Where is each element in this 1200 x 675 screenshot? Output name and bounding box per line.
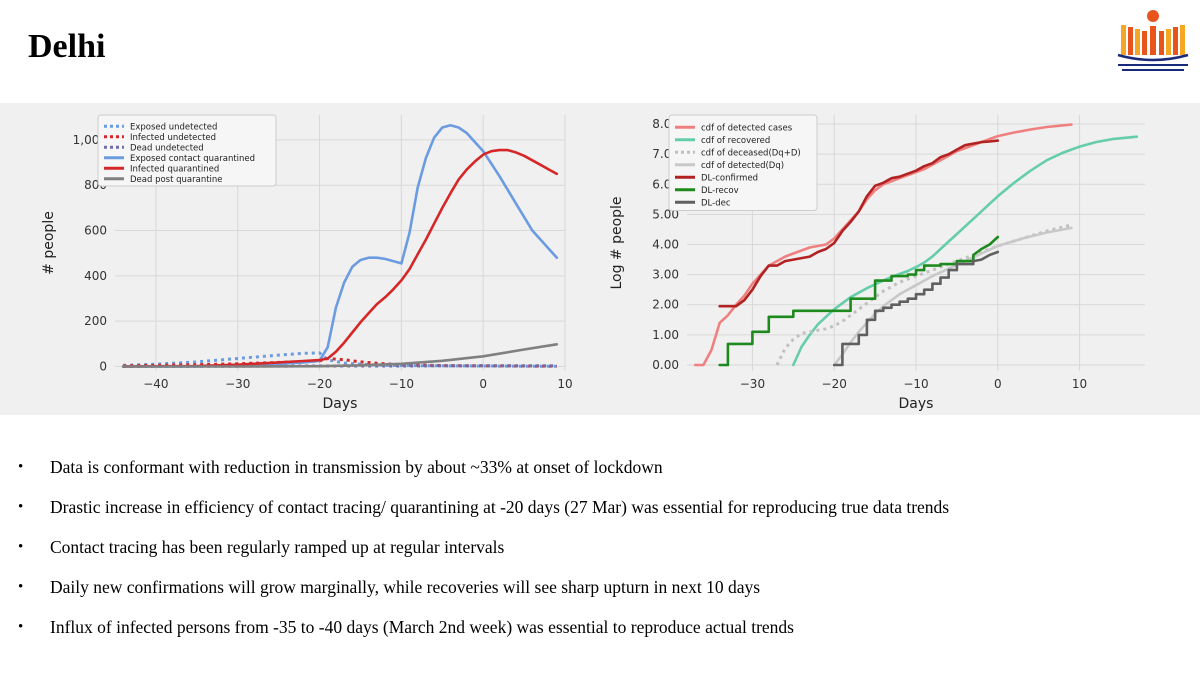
iit-hyderabad-logo	[1117, 10, 1189, 71]
logo-caption-line	[1122, 69, 1184, 71]
series-line	[123, 364, 557, 368]
legend-label: DL-dec	[701, 198, 731, 208]
bullet-text: Influx of infected persons from -35 to -…	[50, 617, 794, 637]
bullet-text: Contact tracing has been regularly rampe…	[50, 537, 505, 557]
bullet-dot: •	[18, 539, 24, 555]
bullet-text: Daily new confirmations will grow margin…	[50, 577, 761, 597]
model-compartments-chart: −40 −30 −20 −10 0 10 0 200 400 600 800 1,000 Days # p…	[40, 103, 580, 415]
logo-bar	[1159, 31, 1164, 55]
logo-bar	[1180, 25, 1185, 55]
legend-label: cdf of recovered	[701, 136, 770, 146]
x-tick-label: −10	[389, 377, 414, 391]
bullet-item: • Daily new confirmations will grow margi…	[18, 567, 949, 607]
y-tick-label: 0.00	[652, 358, 679, 372]
chart-area: −40 −30 −20 −10 0 10 0 200 400 600 800 1,000 Days # p…	[0, 103, 1200, 415]
legend-label: Dead undetected	[130, 143, 204, 153]
series-line	[775, 223, 1072, 366]
logo-bar	[1135, 29, 1140, 55]
series-line	[718, 235, 1000, 367]
bullet-dot: •	[18, 579, 24, 595]
bullet-dot: •	[18, 619, 24, 635]
bullet-dot: •	[18, 459, 24, 475]
bullet-item: • Contact tracing has been regularly ramp…	[18, 527, 949, 567]
y-axis-label: # people	[41, 211, 57, 275]
logo-bar	[1128, 27, 1133, 55]
legend-label: Exposed undetected	[130, 122, 217, 132]
legend-label: Infected quarantined	[130, 164, 219, 174]
slide-title: Delhi	[28, 28, 106, 65]
legend-label: Exposed contact quarantined	[130, 154, 255, 164]
bullet-list: • Data is conformant with reduction in tr…	[18, 447, 949, 647]
x-tick-label: 0	[994, 377, 1002, 391]
x-tick-label: −20	[307, 377, 332, 391]
legend-label: cdf of detected cases	[701, 123, 793, 133]
logo-head	[1147, 10, 1159, 22]
bullet-text: Drastic increase in efficiency of contac…	[50, 497, 950, 517]
logo-bar	[1166, 29, 1171, 55]
y-tick-label: 1.00	[652, 328, 679, 342]
y-axis-label: Log # people	[609, 196, 625, 289]
y-tick-label: 600	[84, 224, 107, 238]
legend-label: DL-confirmed	[701, 173, 758, 183]
series-line	[718, 139, 1000, 308]
x-tick-label: −20	[822, 377, 847, 391]
logo-bar	[1173, 27, 1178, 55]
bullet-text: Data is conformant with reduction in tra…	[50, 457, 663, 477]
logo-bar	[1150, 26, 1156, 55]
series-line	[832, 226, 1073, 367]
series-line	[121, 148, 559, 368]
legend-label: cdf of deceased(Dq+D)	[701, 148, 801, 158]
logo-bar	[1142, 31, 1147, 55]
legend-label: cdf of detected(Dq)	[701, 161, 784, 171]
bullet-item: • Drastic increase in efficiency of conta…	[18, 487, 949, 527]
legend-label: DL-recov	[701, 186, 739, 196]
series-line	[792, 135, 1139, 367]
x-tick-label: −10	[903, 377, 928, 391]
y-tick-label: 0	[99, 359, 107, 373]
legend-label: Infected undetected	[130, 133, 216, 143]
legend-box	[668, 114, 818, 211]
x-tick-label: 10	[557, 377, 572, 391]
series-line	[832, 250, 1000, 367]
logo-bar	[1121, 25, 1126, 55]
logo-arc	[1117, 53, 1189, 62]
x-axis-label: Days	[899, 396, 934, 412]
bullet-item: • Influx of infected persons from -35 to …	[18, 607, 949, 647]
y-tick-label: 4.00	[652, 238, 679, 252]
legend-label: Dead post quarantine	[130, 175, 223, 185]
y-tick-label: 2.00	[652, 298, 679, 312]
x-tick-label: 10	[1072, 377, 1087, 391]
y-tick-label: 400	[84, 269, 107, 283]
log-cumulative-chart: −30 −20 −10 0 10 0.00 1.00 2.00 3.00 4.00 5.00 6.00…	[605, 103, 1165, 415]
x-tick-label: −30	[740, 377, 765, 391]
x-tick-label: −40	[143, 377, 168, 391]
series-line	[121, 343, 559, 368]
chart-svg: −30 −20 −10 0 100.001.002.003.004.005.006.00…	[609, 114, 1145, 412]
bullet-item: • Data is conformant with reduction in tr…	[18, 447, 949, 487]
x-axis-label: Days	[323, 396, 358, 412]
legend-box	[97, 114, 277, 187]
logo-caption-line	[1118, 64, 1188, 66]
bullet-dot: •	[18, 499, 24, 515]
y-tick-label: 200	[84, 314, 107, 328]
x-tick-label: 0	[479, 377, 487, 391]
x-tick-label: −30	[225, 377, 250, 391]
y-tick-label: 3.00	[652, 268, 679, 282]
